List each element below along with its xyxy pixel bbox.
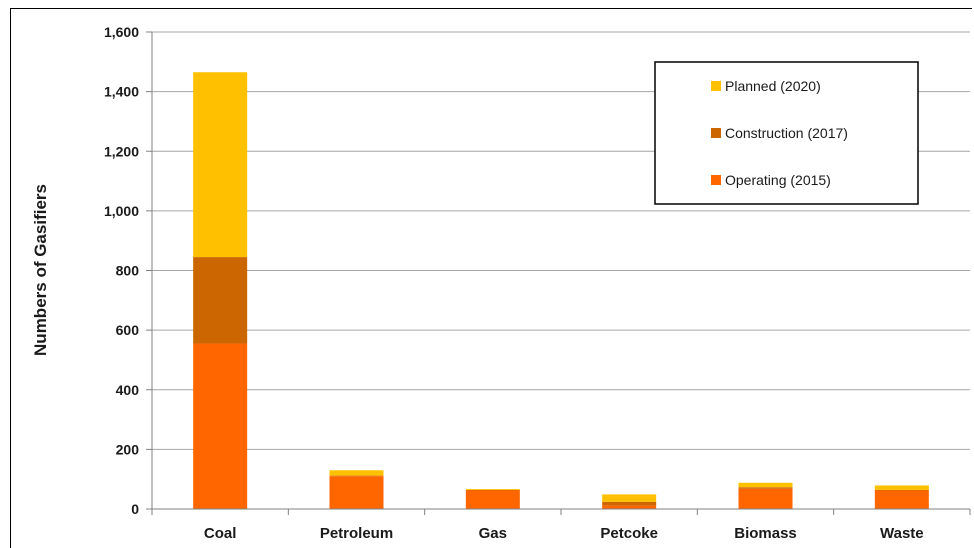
bar-petcoke-series-0 bbox=[602, 505, 657, 509]
bar-petroleum-series-1 bbox=[329, 475, 384, 477]
y-axis-label: Numbers of Gasifiers bbox=[31, 184, 50, 356]
bar-biomass-series-1 bbox=[738, 487, 793, 489]
bar-waste-series-1 bbox=[874, 489, 929, 491]
y-tick-label: 0 bbox=[131, 501, 139, 517]
y-tick-label: 1,000 bbox=[104, 203, 139, 219]
legend: Planned (2020) Construction (2017) Operati… bbox=[654, 61, 919, 205]
bar-waste-series-0 bbox=[874, 490, 929, 509]
legend-box bbox=[654, 61, 919, 205]
bar-biomass-series-0 bbox=[738, 488, 793, 509]
bar-gas-series-0 bbox=[465, 490, 520, 509]
y-tick-label: 800 bbox=[116, 263, 140, 279]
x-tick-label: Gas bbox=[479, 525, 507, 542]
bar-petroleum-series-2 bbox=[329, 470, 384, 476]
legend-swatch bbox=[711, 81, 721, 91]
bar-petcoke-series-1 bbox=[602, 501, 657, 506]
x-axis: Coal Petroleum Gas Petcoke Biomass Waste bbox=[151, 508, 971, 542]
y-axis: 0 200 400 600 800 1,000 1,200 1,400 1,600 bbox=[104, 24, 153, 517]
chart-frame bbox=[10, 8, 972, 548]
bar-gas-series-2 bbox=[465, 489, 520, 490]
y-tick-label: 600 bbox=[116, 322, 140, 338]
y-tick-label: 1,200 bbox=[104, 143, 139, 159]
x-tick-label: Waste bbox=[880, 525, 924, 542]
bar-waste-series-2 bbox=[874, 485, 929, 490]
bar-coal-series-0 bbox=[193, 343, 248, 509]
x-tick-label: Petroleum bbox=[320, 525, 393, 542]
bars bbox=[193, 72, 929, 509]
y-tick-label: 400 bbox=[116, 382, 140, 398]
bar-petcoke-series-2 bbox=[602, 494, 657, 502]
legend-label: Planned (2020) bbox=[725, 78, 821, 94]
legend-swatch bbox=[711, 175, 721, 185]
legend-label: Operating (2015) bbox=[725, 172, 831, 188]
bar-coal-series-1 bbox=[193, 257, 248, 344]
gridlines bbox=[152, 31, 970, 450]
y-tick-label: 1,600 bbox=[104, 24, 139, 40]
y-tick-label: 1,400 bbox=[104, 84, 139, 100]
bar-coal-series-2 bbox=[193, 72, 248, 258]
x-tick-label: Petcoke bbox=[600, 525, 658, 542]
bar-biomass-series-2 bbox=[738, 482, 793, 488]
x-tick-label: Biomass bbox=[734, 525, 797, 542]
bar-petroleum-series-0 bbox=[329, 476, 384, 509]
x-tick-label: Coal bbox=[204, 525, 237, 542]
bar-gas-series-1 bbox=[465, 489, 520, 491]
legend-label: Construction (2017) bbox=[725, 125, 848, 141]
y-tick-label: 200 bbox=[116, 441, 140, 457]
legend-swatch bbox=[711, 128, 721, 138]
